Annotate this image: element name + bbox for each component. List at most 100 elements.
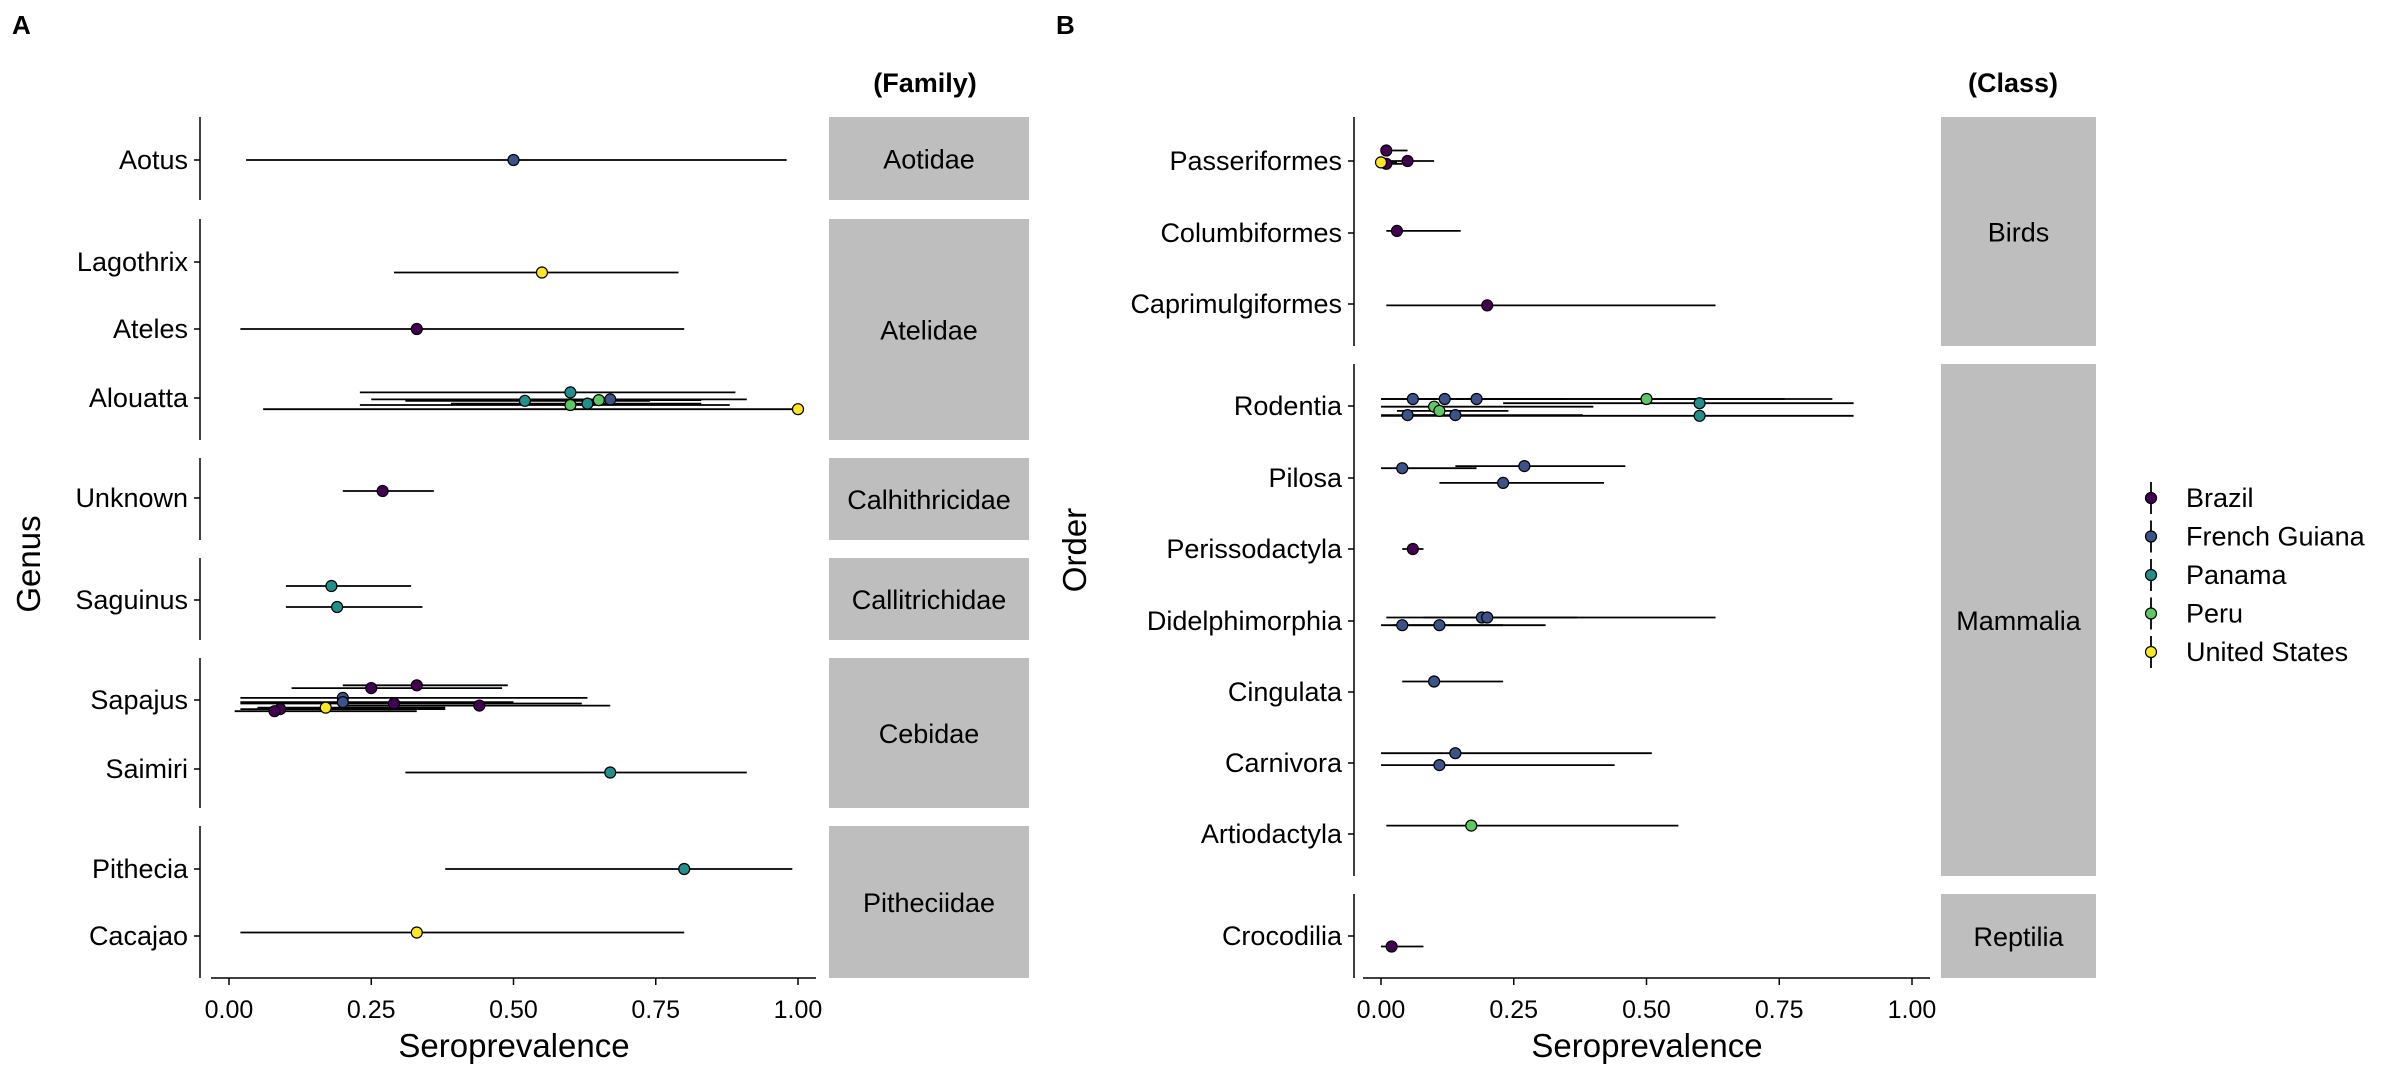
panel-b-point-carnivora-french-guiana — [1449, 747, 1462, 760]
panel-a-strip-label-atelidae: Atelidae — [880, 316, 978, 346]
panel-a-x-tick-label: 0.50 — [489, 996, 538, 1024]
panel-a-point-sapajus-brazil — [365, 681, 378, 695]
panel-a-point-saguinus-panama — [331, 600, 344, 614]
panel-a-plot: Aotidae Aotus Atelidae Lagothrix Ateles Aloua… — [75, 117, 1029, 1024]
panel-a-point-sapajus-brazil — [410, 679, 423, 692]
panel-a-strip-label-calhithricidae: Calhithricidae — [847, 485, 1011, 515]
legend-label-panama: Panama — [2186, 560, 2288, 590]
panel-a-y-axis-title: Genus — [10, 515, 47, 612]
legend-label-united-states: United States — [2186, 637, 2348, 667]
panel-a-y-tick-label-saguinus: Saguinus — [75, 585, 188, 615]
panel-b-point-cingulata-french-guiana — [1427, 675, 1441, 688]
legend-key-point-brazil — [2144, 491, 2158, 505]
panel-b-strip-label-birds: Birds — [1988, 218, 2050, 248]
panel-b-y-tick-label-carnivora: Carnivora — [1225, 748, 1343, 778]
panel-a-strip-calhithricidae — [829, 458, 1029, 540]
panel-b-y-tick-label-passeriformes: Passeriformes — [1169, 146, 1342, 176]
panel-b-strip-title: (Class) — [1968, 68, 2058, 98]
panel-b-point-rodentia-peru — [1433, 404, 1446, 417]
panel-b-point-carnivora-french-guiana — [1433, 758, 1446, 772]
panel-b-point-didelphimorphia-french-guiana — [1481, 611, 1494, 624]
panel-a-point-sapajus-brazil — [387, 697, 401, 710]
panel-a-point-ateles-brazil — [410, 322, 423, 336]
legend-key-point-panama — [2144, 568, 2158, 582]
legend: Brazil French Guiana Panama Peru United Stat… — [2144, 482, 2366, 668]
panel-b-x-tick-label: 0.50 — [1622, 996, 1671, 1024]
panel-a-point-pithecia-panama — [678, 862, 691, 876]
legend-key-point-united-states — [2144, 645, 2158, 659]
panel-b-point-caprimulgiformes-brazil — [1481, 299, 1494, 312]
panel-a-point-alouatta-french-guiana — [604, 393, 617, 406]
legend-label-brazil: Brazil — [2186, 483, 2254, 513]
panel-b-point-passeriformes-brazil — [1380, 144, 1393, 157]
panel-b-y-tick-label-caprimulgiformes: Caprimulgiformes — [1130, 289, 1342, 319]
panel-b-point-artiodactyla-peru — [1465, 819, 1478, 832]
panel-b-point-rodentia-french-guiana — [1470, 392, 1483, 406]
panel-a-x-tick-label: 0.25 — [347, 996, 396, 1024]
panel-a-strip-pitheciidae — [829, 826, 1029, 978]
panel-b-point-didelphimorphia-french-guiana — [1396, 619, 1409, 632]
panel-b-y-tick-label-cingulata: Cingulata — [1228, 677, 1343, 707]
panel-a-strip-atelidae — [829, 219, 1029, 440]
panel-b-point-rodentia-peru — [1640, 392, 1653, 406]
panel-a-point-sapajus-brazil — [473, 699, 486, 712]
panel-a-point-lagothrix-united-states — [535, 266, 549, 279]
panel-b-point-pilosa-french-guiana — [1497, 476, 1510, 489]
panel-b-point-rodentia-french-guiana — [1406, 392, 1419, 406]
panel-a-strip-aotidae — [829, 117, 1029, 200]
panel-b-point-didelphimorphia-french-guiana — [1433, 619, 1446, 632]
panel-a-point-aotus-french-guiana — [507, 153, 520, 167]
panel-b-point-rodentia-panama — [1693, 397, 1706, 410]
panel-a-strip-label-callitrichidae: Callitrichidae — [852, 585, 1007, 615]
legend-key-point-peru — [2144, 607, 2158, 620]
panel-b-plot: Birds Passeriformes Columbiformes Caprimulg… — [1130, 117, 2096, 1024]
panel-a-point-saimiri-panama — [604, 766, 617, 779]
panel-a-point-sapajus-brazil — [268, 705, 281, 718]
panel-b-y-tick-label-artiodactyla: Artiodactyla — [1201, 819, 1343, 849]
panel-a-strip-cebidae — [829, 658, 1029, 808]
panel-a-point-cacajao-united-states — [410, 926, 423, 939]
panel-a-x-tick-label: 0.75 — [631, 996, 680, 1024]
panel-b-y-tick-label-pilosa: Pilosa — [1268, 463, 1343, 493]
panel-b-x-tick-label: 1.00 — [1888, 996, 1937, 1024]
panel-b-y-tick-label-rodentia: Rodentia — [1234, 391, 1343, 421]
panel-b-point-pilosa-french-guiana — [1396, 462, 1409, 475]
panel-b-strip-mammalia — [1941, 364, 2096, 876]
panel-a-y-tick-label-unknown: Unknown — [75, 483, 188, 513]
panel-a-point-alouatta-united-states — [791, 403, 805, 416]
panel-b: B (Class) Order Seroprevalence Birds Pass… — [1056, 10, 2096, 1064]
panel-b-point-passeriformes-united-states — [1374, 156, 1388, 169]
legend-key-point-french-guiana — [2144, 530, 2158, 543]
panel-a-point-unknown-brazil — [376, 484, 389, 498]
panel-b-point-crocodilia-brazil — [1385, 940, 1398, 953]
panel-b-y-tick-label-columbiformes: Columbiformes — [1160, 218, 1342, 248]
panel-b-x-axis-title: Seroprevalence — [1531, 1027, 1762, 1064]
panel-a-x-tick-label: 1.00 — [774, 996, 823, 1024]
panel-b-x-tick-label: 0.25 — [1489, 996, 1538, 1024]
panel-a-point-saguinus-panama — [325, 579, 338, 593]
panel-a-y-tick-label-pithecia: Pithecia — [92, 854, 189, 884]
panel-a-strip-title: (Family) — [873, 68, 977, 98]
panel-a-point-sapajus-french-guiana — [336, 695, 349, 709]
panel-a-strip-callitrichidae — [829, 558, 1029, 640]
panel-b-y-axis-title: Order — [1056, 508, 1093, 592]
legend-label-peru: Peru — [2186, 599, 2243, 629]
panel-a-point-alouatta-panama — [581, 397, 594, 410]
panel-b-y-tick-label-perissodactyla: Perissodactyla — [1166, 534, 1343, 564]
panel-b-y-tick-label-crocodilia: Crocodilia — [1222, 921, 1343, 951]
panel-b-point-rodentia-french-guiana — [1438, 392, 1451, 406]
panel-a-y-tick-label-aotus: Aotus — [119, 145, 188, 175]
panel-b-strip-label-mammalia: Mammalia — [1956, 606, 2082, 636]
panel-a: A (Family) Genus Seroprevalence AotidaeA… — [10, 10, 1029, 1064]
panel-a-point-alouatta-peru — [592, 394, 605, 407]
panel-b-x-tick-label: 0.00 — [1357, 996, 1406, 1024]
panel-a-y-tick-label-alouatta: Alouatta — [89, 383, 189, 413]
panel-b-point-rodentia-french-guiana — [1401, 409, 1414, 422]
panel-b-point-passeriformes-brazil — [1401, 154, 1414, 168]
panel-a-strip-label-aotidae: Aotidae — [883, 145, 975, 175]
panel-a-point-sapajus-united-states — [319, 701, 332, 714]
panel-b-label: B — [1056, 10, 1075, 40]
panel-a-strip-label-cebidae: Cebidae — [879, 719, 980, 749]
panel-a-point-alouatta-panama — [564, 386, 577, 399]
